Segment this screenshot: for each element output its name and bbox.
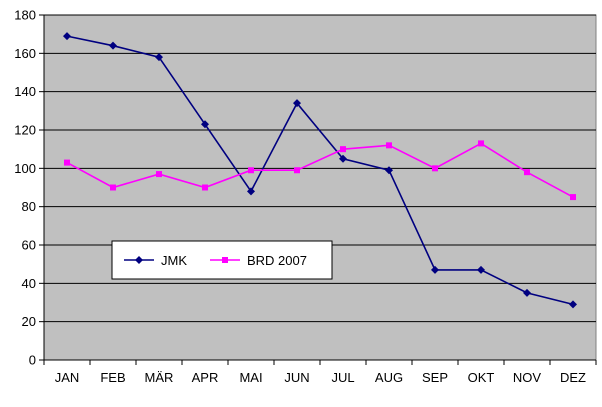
data-point-brd-2007 xyxy=(386,142,392,149)
data-point-jmk xyxy=(477,265,485,274)
data-point-jmk xyxy=(201,120,209,129)
series-line-brd-2007 xyxy=(66,142,574,198)
x-tick-label: JAN xyxy=(55,370,80,385)
legend-label-brd: BRD 2007 xyxy=(247,253,307,268)
data-point-brd-2007 xyxy=(202,184,208,191)
data-point-jmk xyxy=(523,288,531,297)
data-point-brd-2007 xyxy=(432,165,438,172)
y-tick-label: 140 xyxy=(14,84,36,99)
x-tick-label: DEZ xyxy=(560,370,586,385)
y-tick-label: 40 xyxy=(22,276,36,291)
x-tick-label: FEB xyxy=(100,370,125,385)
y-tick-label: 120 xyxy=(14,123,36,138)
data-point-brd-2007 xyxy=(248,167,254,174)
data-point-brd-2007 xyxy=(570,194,576,201)
y-tick-label: 20 xyxy=(22,314,36,329)
data-point-brd-2007 xyxy=(524,169,530,176)
data-point-brd-2007 xyxy=(294,167,300,174)
y-tick-labels: 0 20 40 60 80 100 120 140 160 180 xyxy=(14,8,44,368)
legend-label-jmk: JMK xyxy=(161,253,187,268)
data-point-jmk xyxy=(431,265,439,274)
data-point-jmk xyxy=(247,187,255,196)
x-tick-label: OKT xyxy=(468,370,495,385)
y-tick-label: 160 xyxy=(14,46,36,61)
x-tick-label: JUN xyxy=(284,370,309,385)
x-tick-labels: JAN FEB MÄR APR MAI JUN JUL AUG SEP OKT NOV DEZ xyxy=(43,360,597,385)
series xyxy=(63,32,577,309)
data-point-jmk xyxy=(385,166,393,175)
data-point-jmk xyxy=(339,154,347,163)
data-point-jmk xyxy=(155,53,163,62)
data-point-jmk xyxy=(109,41,117,50)
x-tick-label: MAI xyxy=(239,370,262,385)
data-point-jmk xyxy=(569,300,577,309)
x-tick-label: MÄR xyxy=(145,370,174,385)
y-tick-label: 80 xyxy=(22,199,36,214)
x-tick-label: JUL xyxy=(331,370,354,385)
plot-area xyxy=(43,14,597,361)
y-tick-label: 60 xyxy=(22,238,36,253)
data-point-brd-2007 xyxy=(340,146,346,153)
legend: JMK BRD 2007 xyxy=(111,240,333,280)
legend-marker-brd xyxy=(222,257,228,263)
legend-marker-jmk xyxy=(135,256,143,264)
y-tick-label: 180 xyxy=(14,8,36,23)
series-line-jmk xyxy=(66,35,574,306)
x-tick-label: SEP xyxy=(422,370,448,385)
data-point-brd-2007 xyxy=(478,140,484,147)
y-tick-label: 100 xyxy=(14,161,36,176)
data-point-brd-2007 xyxy=(110,184,116,191)
x-tick-label: NOV xyxy=(513,370,542,385)
data-point-brd-2007 xyxy=(156,171,162,178)
x-tick-label: AUG xyxy=(375,370,403,385)
x-tick-label: APR xyxy=(192,370,219,385)
data-point-jmk xyxy=(293,99,301,108)
y-tick-label: 0 xyxy=(29,353,36,368)
data-point-brd-2007 xyxy=(64,159,70,166)
data-point-jmk xyxy=(63,32,71,41)
